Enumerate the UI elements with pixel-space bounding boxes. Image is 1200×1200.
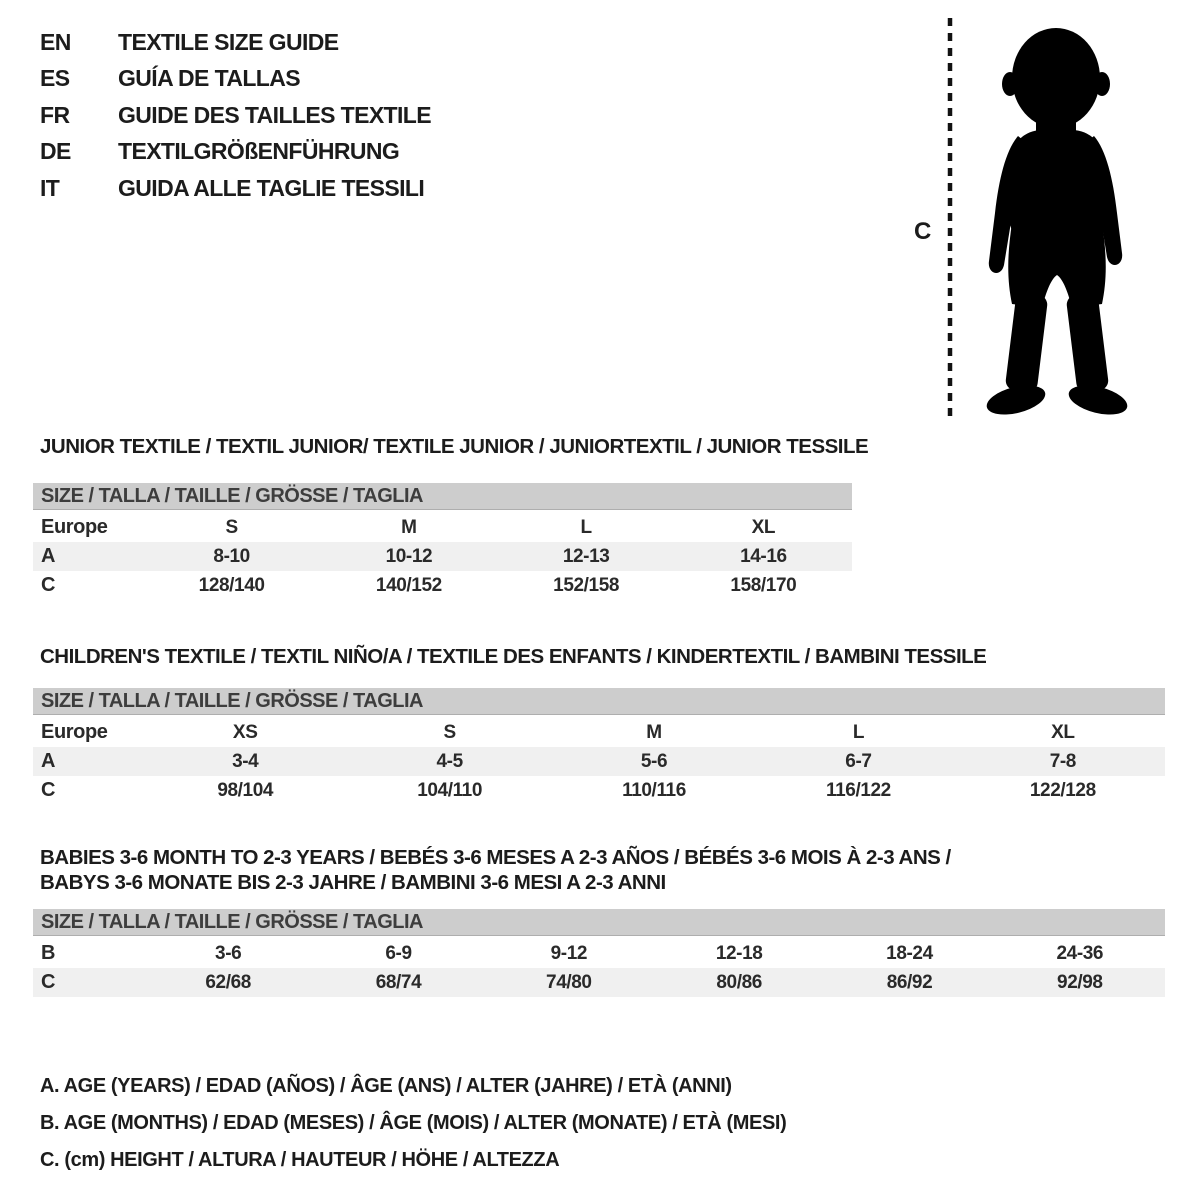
table-cell: L [580,516,593,538]
size-header-bar: SIZE / TALLA / TAILLE / GRÖSSE / TAGLIA [33,688,1165,715]
language-code: DE [40,138,71,165]
language-code: FR [40,101,70,128]
table-cell: 68/74 [375,971,422,993]
language-row: EN TEXTILE SIZE GUIDE [40,24,431,61]
language-code: ES [40,65,70,92]
table-cell: 110/116 [622,779,686,801]
table-cell: 122/128 [1029,779,1096,801]
row-label: C [41,971,56,993]
section-title-block: CHILDREN'S TEXTILE / TEXTIL NIÑO/A / TEX… [33,644,1165,669]
table-cell: 104/110 [417,779,483,801]
row-label: Europe [41,721,108,743]
junior-size-table: SIZE / TALLA / TAILLE / GRÖSSE / TAGLIA E… [33,483,852,600]
table-cell: 98/104 [217,779,274,801]
table-cell: 18-24 [886,942,933,964]
table-cell: 80/86 [716,971,762,993]
language-row: IT GUIDA ALLE TAGLIE TESSILI [40,170,431,207]
table-cell: 92/98 [1057,971,1103,993]
row-label: Europe [41,516,108,538]
toddler-silhouette-shape [986,28,1128,415]
table-row: A 8-10 10-12 12-13 14-16 [33,542,852,571]
table-cell: M [646,721,662,743]
legend-line: B. AGE (MONTHS) / EDAD (MESES) / ÂGE (MO… [40,1112,787,1134]
toddler-silhouette [947,18,1128,418]
section-title: BABIES 3-6 MONTH TO 2-3 YEARS / BEBÉS 3-… [40,846,951,869]
size-header-bar: SIZE / TALLA / TAILLE / GRÖSSE / TAGLIA [33,483,852,510]
language-row: FR GUIDE DES TAILLES TEXTILE [40,97,432,134]
table-row: C 128/140 140/152 152/158 158/170 [33,571,852,600]
table-cell: 6-7 [845,750,872,772]
section-junior-textile: JUNIOR TEXTILE / TEXTIL JUNIOR/ TEXTILE … [33,434,869,600]
legend-line: C. (cm) HEIGHT / ALTURA / HAUTEUR / HÖHE… [40,1149,560,1171]
row-label: A [41,545,56,567]
table-cell: L [852,721,865,743]
table-cell: XL [751,516,776,538]
table-cell: 116/122 [826,779,891,801]
table-cell: 152/158 [553,574,620,596]
guide-title: TEXTILE SIZE GUIDE [118,28,339,55]
table-row: Europe S M L XL [33,513,852,542]
row-label: C [41,574,56,596]
section-title-block: BABIES 3-6 MONTH TO 2-3 YEARS / BEBÉS 3-… [33,845,1165,895]
guide-title: TEXTILGRÖßENFÜHRUNG [118,138,400,165]
table-cell: 128/140 [198,574,265,596]
table-cell: 74/80 [546,971,592,993]
table-row: B 3-6 6-9 9-12 12-18 18-24 24-36 [33,939,1165,968]
table-cell: 5-6 [640,750,668,772]
table-cell: XS [232,721,258,743]
table-cell: 4-5 [436,750,463,772]
section-title: JUNIOR TEXTILE / TEXTIL JUNIOR/ TEXTILE … [40,435,869,458]
table-cell: 14-16 [740,545,787,567]
legend-line: A. AGE (YEARS) / EDAD (AÑOS) / ÂGE (ANS)… [40,1075,732,1097]
table-cell: 86/92 [886,971,933,993]
table-cell: 7-8 [1049,750,1077,772]
table-cell: XL [1051,721,1075,743]
language-code: EN [40,28,71,55]
section-babies-textile: BABIES 3-6 MONTH TO 2-3 YEARS / BEBÉS 3-… [33,845,1165,997]
row-label: A [41,750,56,772]
table-cell: 12-18 [715,942,763,964]
table-cell: S [225,516,238,538]
table-cell: 3-6 [215,942,242,964]
table-cell: 24-36 [1056,942,1104,964]
row-label: C [41,779,56,801]
row-label: B [41,942,56,964]
language-title-list: EN TEXTILE SIZE GUIDE ES GUÍA DE TALLAS FR GU… [40,24,432,207]
table-cell: 158/170 [730,574,797,596]
table-cell: 12-13 [562,545,610,567]
table-cell: 3-4 [232,750,259,772]
section-title-block: JUNIOR TEXTILE / TEXTIL JUNIOR/ TEXTILE … [33,434,869,459]
language-row: DE TEXTILGRÖßENFÜHRUNG [40,134,431,171]
measure-c-label: C [914,218,932,245]
legend: A. AGE (YEARS) / EDAD (AÑOS) / ÂGE (ANS)… [40,1068,787,1179]
guide-title: GUÍA DE TALLAS [118,65,301,92]
table-cell: 140/152 [375,574,442,596]
table-cell: 8-10 [213,545,250,567]
section-title: BABYS 3-6 MONATE BIS 2-3 JAHRE / BAMBINI… [40,871,666,894]
table-cell: 10-12 [385,545,433,567]
table-cell: S [443,721,456,743]
section-childrens-textile: CHILDREN'S TEXTILE / TEXTIL NIÑO/A / TEX… [33,644,1165,805]
children-size-table: SIZE / TALLA / TAILLE / GRÖSSE / TAGLIA E… [33,688,1165,805]
table-row: C 62/68 68/74 74/80 80/86 86/92 92/98 [33,968,1165,997]
size-header-bar: SIZE / TALLA / TAILLE / GRÖSSE / TAGLIA [33,909,1165,936]
section-title: CHILDREN'S TEXTILE / TEXTIL NIÑO/A / TEX… [40,645,987,668]
table-cell: 6-9 [385,942,412,964]
guide-title: GUIDA ALLE TAGLIE TESSILI [118,174,425,201]
table-cell: M [401,516,417,538]
guide-title: GUIDE DES TAILLES TEXTILE [118,101,432,128]
height-measure-figure: C [898,12,1160,424]
table-row: Europe XS S M L XL [33,718,1165,747]
language-row: ES GUÍA DE TALLAS [40,61,431,98]
table-cell: 62/68 [205,971,251,993]
table-row: C 98/104 104/110 110/116 116/122 122/128 [33,776,1165,805]
babies-size-table: SIZE / TALLA / TAILLE / GRÖSSE / TAGLIA B… [33,909,1165,997]
table-cell: 9-12 [550,942,588,964]
table-row: A 3-4 4-5 5-6 6-7 7-8 [33,747,1165,776]
language-code: IT [40,174,60,201]
